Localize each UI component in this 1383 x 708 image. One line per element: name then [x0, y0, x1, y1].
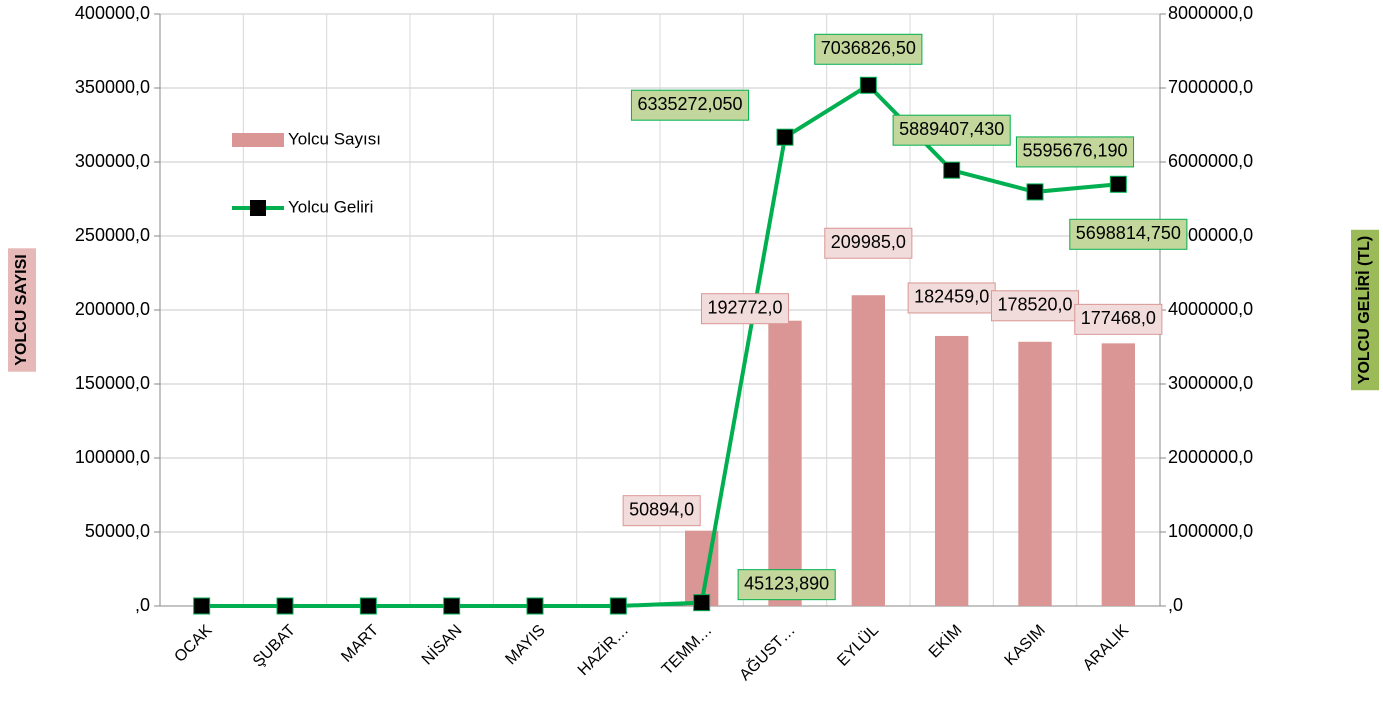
data-label-text: 50894,0 — [629, 499, 694, 519]
data-label: 45123,890 — [737, 569, 836, 601]
y-tick-label: ,0 — [135, 595, 150, 615]
y-tick-label: 200000,0 — [75, 299, 150, 319]
data-label: 177468,0 — [1074, 303, 1163, 335]
data-label: 5889407,430 — [892, 114, 1011, 146]
data-label: 192772,0 — [700, 293, 790, 325]
data-label-box — [700, 293, 790, 325]
data-label-box — [907, 282, 996, 314]
line-marker — [859, 76, 877, 94]
data-label-text: 192772,0 — [707, 297, 782, 317]
x-tick-label: MAYIS — [502, 622, 548, 668]
bar — [1101, 343, 1135, 606]
y-tick-label: 350000,0 — [75, 77, 150, 97]
y2-tick-label: 7000000,0 — [1168, 77, 1253, 97]
y-tick-label: 250000,0 — [75, 225, 150, 245]
data-label-text: 178520,0 — [997, 295, 1072, 315]
y2-tick-label: 5000000,0 — [1168, 225, 1253, 245]
y2-tick-label: 3000000,0 — [1168, 373, 1253, 393]
line-marker — [443, 597, 461, 615]
x-tick-label: EYLÜL — [834, 621, 883, 670]
line-marker — [776, 128, 794, 146]
data-label-text: 6335272,050 — [637, 94, 742, 114]
x-tick-label: OCAK — [171, 622, 215, 666]
x-tick-label: HAZİR… — [573, 620, 632, 679]
y-tick-label: 150000,0 — [75, 373, 150, 393]
y2-axis-title: YOLCU GELİRİ (TL) — [1351, 229, 1379, 391]
data-label-text: 5595676,190 — [1022, 141, 1127, 161]
data-label-box — [737, 569, 836, 601]
data-label-box — [824, 227, 913, 259]
y2-tick-label: 6000000,0 — [1168, 151, 1253, 171]
line-marker — [1109, 175, 1127, 193]
data-label-box — [1074, 303, 1163, 335]
legend-swatch — [232, 133, 284, 147]
data-label: 5595676,190 — [1015, 136, 1135, 168]
line-marker — [609, 597, 627, 615]
legend-marker — [250, 200, 266, 216]
data-label-box — [622, 495, 701, 527]
y2-tick-label: 8000000,0 — [1168, 3, 1253, 23]
x-tick-label: ARALIK — [1080, 622, 1133, 675]
x-tick-label: TEMM… — [659, 622, 716, 679]
data-label-text: 209985,0 — [831, 232, 906, 252]
line-marker — [359, 597, 377, 615]
y2-tick-label: ,0 — [1168, 595, 1183, 615]
y2-tick-label: 1000000,0 — [1168, 521, 1253, 541]
line-marker — [1026, 183, 1044, 201]
bar — [1018, 341, 1052, 606]
data-label: 182459,0 — [907, 282, 996, 314]
bar — [851, 295, 885, 606]
legend-label: Yolcu Sayısı — [288, 129, 381, 148]
line-marker — [693, 594, 711, 612]
bar — [935, 335, 969, 606]
y-tick-label: 100000,0 — [75, 447, 150, 467]
y-tick-label: 50000,0 — [85, 521, 150, 541]
data-label-box — [814, 33, 923, 65]
data-label: 5698814,750 — [1069, 218, 1188, 250]
data-label-text: 182459,0 — [914, 287, 989, 307]
x-tick-label: ŞUBAT — [250, 622, 299, 671]
x-tick-label: MART — [338, 622, 382, 666]
data-label-box — [1069, 218, 1188, 250]
data-label: 209985,0 — [824, 227, 913, 259]
line-marker — [276, 597, 294, 615]
y-axis-title-box — [8, 248, 36, 372]
data-label-box — [990, 290, 1080, 322]
line-marker — [943, 161, 961, 179]
data-label: 6335272,050 — [630, 89, 750, 121]
y-tick-label: 300000,0 — [75, 151, 150, 171]
data-label-text: 177468,0 — [1081, 308, 1156, 328]
data-label-text: 5698814,750 — [1076, 223, 1181, 243]
bar — [768, 320, 802, 606]
y2-tick-label: 2000000,0 — [1168, 447, 1253, 467]
line-marker — [193, 597, 211, 615]
data-label-text: 45123,890 — [744, 573, 829, 593]
y2-tick-label: 4000000,0 — [1168, 299, 1253, 319]
line — [201, 82, 1119, 608]
y-axis-title: YOLCU SAYISI — [8, 248, 36, 372]
x-tick-label: NİSAN — [417, 620, 465, 668]
x-tick-label: AĞUST… — [735, 620, 799, 684]
y2-axis-title-box — [1351, 229, 1379, 391]
data-label: 7036826,50 — [814, 33, 923, 65]
line-marker — [526, 597, 544, 615]
data-label: 50894,0 — [622, 495, 701, 527]
y-axis-title-text: YOLCU SAYISI — [13, 254, 30, 365]
data-label-text: 5889407,430 — [899, 119, 1004, 139]
data-label-box — [892, 114, 1011, 146]
y2-axis-title-text: YOLCU GELİRİ (TL) — [1355, 236, 1373, 384]
data-label-box — [1015, 136, 1135, 168]
x-tick-label: EKİM — [924, 620, 965, 661]
data-label-text: 7036826,50 — [821, 38, 916, 58]
y-tick-label: 400000,0 — [75, 3, 150, 23]
data-label-box — [630, 89, 750, 121]
x-tick-label: KASIM — [1002, 622, 1049, 669]
legend-label: Yolcu Geliri — [288, 197, 373, 216]
data-label: 178520,0 — [990, 290, 1080, 322]
